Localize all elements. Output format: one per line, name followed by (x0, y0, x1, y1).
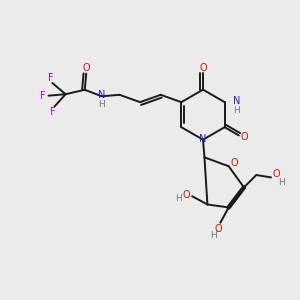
Text: O: O (272, 169, 280, 179)
Text: H: H (278, 178, 285, 187)
Text: O: O (214, 224, 222, 234)
Text: H: H (233, 106, 240, 115)
Text: O: O (199, 63, 207, 73)
Text: F: F (40, 91, 46, 101)
Text: O: O (82, 63, 90, 73)
Text: H: H (176, 194, 182, 203)
Text: N: N (98, 90, 105, 100)
Text: O: O (230, 158, 238, 168)
Text: O: O (183, 190, 190, 200)
Text: N: N (233, 96, 240, 106)
Text: H: H (211, 231, 217, 240)
Text: O: O (240, 132, 248, 142)
Text: F: F (48, 73, 54, 83)
Text: N: N (199, 134, 207, 144)
Text: H: H (98, 100, 105, 109)
Text: F: F (50, 107, 56, 117)
